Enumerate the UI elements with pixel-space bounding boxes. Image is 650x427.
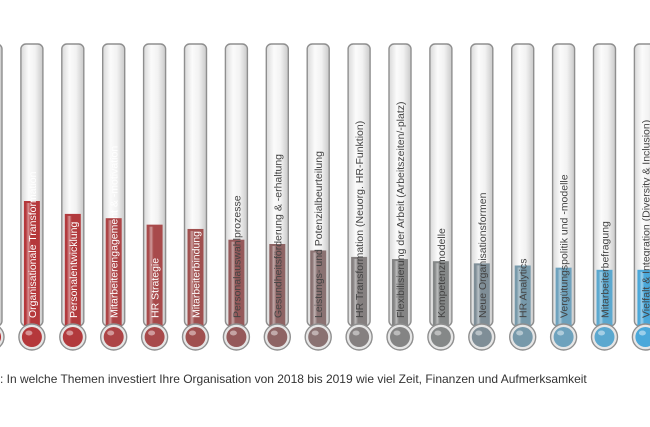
thermometer [0, 44, 5, 348]
bulb-highlight [516, 330, 524, 336]
bar-shine [598, 271, 604, 331]
category-label: Kompetenzmodelle [436, 228, 448, 318]
bar-shine [312, 252, 318, 331]
category-label: Personalauswahlprozesse [231, 195, 243, 318]
category-label: HR Transformation (Neuorg. HR-Funktion) [354, 121, 366, 318]
thermometer: HR Strategie [140, 43, 169, 351]
category-label: Gesundheitsförderung & -erhaltung [272, 154, 284, 318]
thermometer-bulb [267, 327, 288, 347]
thermometer: Kompetenzmodelle [427, 43, 455, 351]
bar-shine [230, 241, 236, 331]
thermometer-bulb [471, 327, 492, 347]
thermometer-bulb [512, 327, 533, 347]
category-label: Flexibilisierung der Arbeit (Arbeitszeit… [395, 101, 407, 318]
thermometer-bulb [349, 327, 370, 347]
bulb-highlight [107, 330, 115, 336]
thermometer: Leistungs- und Potenzialbeurteilung [304, 43, 332, 351]
category-label: HR Strategie [150, 258, 162, 318]
thermometer: Personalauswahlprozesse [222, 43, 251, 351]
bar-shine [25, 203, 31, 331]
thermometer: Vergütungspolitik und -modelle [549, 43, 578, 351]
thermometer-tube [0, 44, 3, 326]
thermometer: Mitarbeiterengagement & -motivation [99, 43, 128, 351]
thermometer: HR Analytics [509, 43, 537, 351]
thermometer-bulb [226, 327, 247, 347]
thermometer-bulb [390, 327, 410, 347]
bar-shine [271, 246, 277, 331]
bulb-highlight [598, 330, 605, 336]
thermometer-bulb [185, 327, 206, 347]
bulb-highlight [311, 330, 319, 336]
bulb-highlight [148, 330, 156, 336]
thermometer-bulb [553, 327, 574, 347]
thermometer-bulb [62, 327, 83, 347]
bulb-highlight [229, 330, 237, 336]
bulb-highlight [270, 330, 278, 336]
thermometer: Neue Organisationsformen [468, 43, 496, 351]
bar-shine [475, 265, 481, 331]
bar-shine [107, 220, 113, 331]
thermometer: Mitarbeiterbindung [181, 43, 210, 351]
bar-shine [394, 261, 399, 331]
thermometer-bulb [21, 327, 42, 347]
category-label: HR Analytics [518, 258, 530, 318]
thermometer: Mitarbeiterbefragung [590, 43, 619, 351]
thermometer: HR Transformation (Neuorg. HR-Funktion) [345, 43, 373, 351]
bulb-highlight [393, 330, 401, 336]
thermometer-bulb [594, 327, 615, 347]
bar-shine [639, 271, 645, 331]
bulb-highlight [25, 330, 33, 336]
category-label: Mitarbeiterbindung [191, 231, 203, 318]
category-label: Organisationale Transformation [27, 171, 39, 318]
thermometer-bulb [308, 327, 329, 347]
thermometer: Vielfalt & Integration (Diversity & Incl… [631, 43, 650, 351]
bar-shine [557, 269, 563, 331]
bulb-highlight [557, 330, 565, 336]
bulb-highlight [352, 330, 360, 336]
thermometer-bulb [430, 327, 451, 347]
category-label: Neue Organisationsformen [477, 192, 489, 318]
thermometer: Gesundheitsförderung & -erhaltung [263, 43, 291, 351]
bar-shine [148, 226, 154, 331]
bulb-highlight [189, 330, 196, 336]
category-label: Mitarbeiterengagement & -motivation [109, 146, 121, 318]
thermometer: Personalentwicklung [59, 43, 87, 351]
category-label: Personalentwicklung [68, 222, 80, 318]
thermometer-chart: Organisationale Transformation Personalen… [0, 43, 650, 351]
bulb-highlight [66, 330, 74, 336]
category-label: Vielfalt & Integration (Diversity & Incl… [640, 120, 650, 318]
thermometer: Organisationale Transformation [18, 43, 46, 351]
thermometer-bulb-rim [0, 326, 5, 348]
thermometer-bulb [0, 332, 1, 342]
bar-shine [66, 215, 72, 331]
bulb-highlight [475, 330, 483, 336]
thermometer-bulb [635, 327, 650, 347]
bar-shine [434, 263, 440, 331]
thermometer-bulb [144, 327, 165, 347]
category-label: Vergütungspolitik und -modelle [559, 174, 571, 318]
thermometer: Flexibilisierung der Arbeit (Arbeitszeit… [386, 43, 414, 351]
bar-shine [189, 230, 195, 331]
chart-caption: : In welche Themen investiert Ihre Organ… [0, 372, 587, 386]
category-label: Mitarbeiterbefragung [600, 221, 612, 318]
bulb-highlight [434, 330, 442, 336]
bar-shine [353, 258, 359, 331]
bar-shine [516, 267, 522, 331]
category-label: Leistungs- und Potenzialbeurteilung [313, 151, 325, 318]
bulb-highlight [638, 330, 646, 336]
thermometer-bulb [103, 327, 124, 347]
